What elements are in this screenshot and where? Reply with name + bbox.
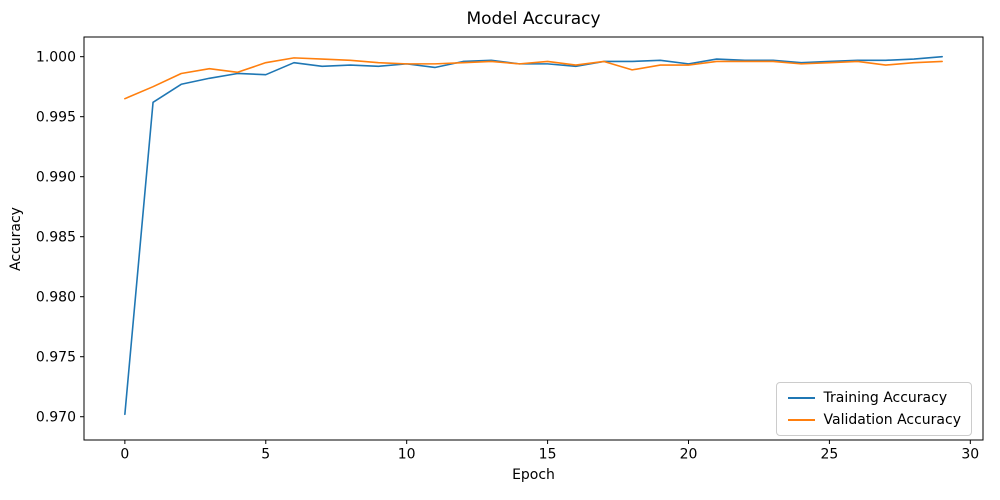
y-tick-label: 1.000: [36, 49, 76, 65]
x-tick-label: 10: [398, 447, 416, 463]
training-line-swatch: [787, 397, 815, 399]
legend: Training Accuracy Validation Accuracy: [775, 382, 972, 436]
y-tick-label: 0.970: [36, 409, 76, 425]
x-tick-label: 0: [120, 447, 129, 463]
y-tick-label: 0.975: [36, 349, 76, 365]
legend-label-validation: Validation Accuracy: [823, 412, 962, 428]
validation-accuracy-line: [124, 57, 943, 100]
x-tick-label: 20: [680, 447, 698, 463]
legend-item-validation: Validation Accuracy: [787, 412, 962, 428]
validation-line-swatch: [787, 419, 815, 421]
axes-frame: [83, 36, 984, 441]
training-accuracy-line: [124, 55, 943, 416]
legend-label-training: Training Accuracy: [823, 390, 948, 406]
y-tick-label: 0.990: [36, 169, 76, 185]
x-tick-label: 25: [820, 447, 838, 463]
y-tick-label: 0.980: [36, 289, 76, 305]
y-axis-label: Accuracy: [8, 207, 24, 271]
x-axis-label: Epoch: [512, 467, 555, 483]
chart-title: Model Accuracy: [466, 9, 601, 29]
y-tick-label: 0.995: [36, 109, 76, 125]
x-tick-label: 30: [961, 447, 979, 463]
x-tick-label: 15: [539, 447, 557, 463]
x-tick-label: 5: [261, 447, 270, 463]
y-tick-label: 0.985: [36, 229, 76, 245]
legend-item-training: Training Accuracy: [787, 390, 962, 406]
